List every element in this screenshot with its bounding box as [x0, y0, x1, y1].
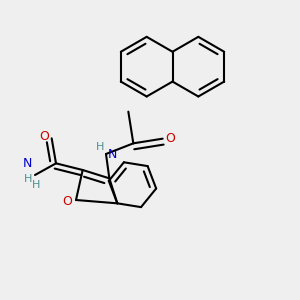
Text: H: H	[32, 180, 40, 190]
Text: O: O	[62, 195, 72, 208]
Text: H: H	[96, 142, 104, 152]
Text: N: N	[107, 148, 117, 160]
Text: H: H	[24, 174, 32, 184]
Text: N: N	[22, 157, 32, 169]
Text: O: O	[166, 132, 176, 145]
Text: O: O	[39, 130, 49, 143]
